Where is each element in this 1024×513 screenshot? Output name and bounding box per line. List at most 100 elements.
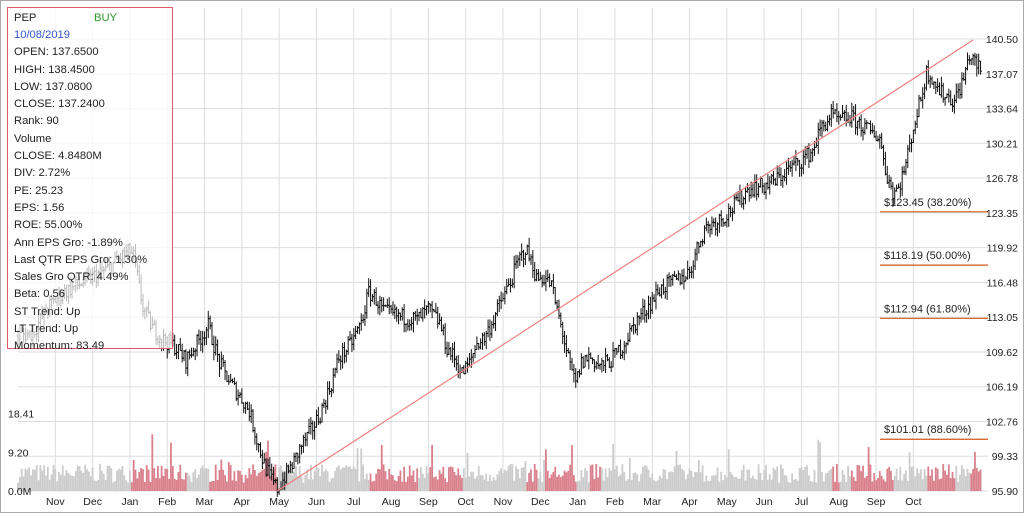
volume-bar: [798, 468, 801, 491]
volume-bar: [352, 466, 355, 491]
volume-bar: [531, 481, 534, 491]
volume-bar: [233, 471, 236, 491]
volume-bar: [918, 472, 920, 491]
volume-bar: [470, 471, 473, 491]
volume-bar: [364, 478, 366, 491]
price-axis: 140.50 137.07 133.64 130.21 126.78 123.35 119.…: [986, 34, 1018, 498]
volume-bar: [638, 481, 641, 491]
volume-bar: [453, 471, 456, 491]
volume-bar: [386, 479, 389, 491]
volume-bar: [561, 475, 564, 491]
trendline-layer: [276, 39, 974, 492]
volume-bar: [739, 478, 741, 491]
volume-bar: [697, 459, 700, 491]
volume-bar: [117, 468, 120, 491]
volume-bar: [688, 468, 691, 491]
time-tick-label: Aug: [382, 496, 401, 508]
volume-bar: [742, 464, 745, 491]
time-tick-label: Aug: [829, 496, 848, 508]
volume-bar: [975, 467, 978, 491]
volume-bar: [309, 464, 312, 491]
quote-stat-row: ST Trend: Up: [14, 305, 81, 318]
volume-bar: [43, 465, 46, 491]
quote-stat-row: Ann EPS Gro: -1.89%: [14, 236, 123, 249]
volume-bar: [645, 465, 648, 491]
time-tick-label: Oct: [905, 496, 921, 508]
volume-bar: [651, 473, 654, 491]
volume-bar: [93, 480, 96, 491]
quote-stat-row: CLOSE: 4.8480M: [14, 150, 102, 163]
volume-bar: [936, 468, 939, 491]
ticker-symbol: PEP: [14, 12, 37, 24]
volume-bar: [847, 466, 849, 491]
volume-bars: [17, 434, 982, 491]
volume-bar: [392, 475, 394, 491]
time-tick-label: Apr: [234, 496, 251, 508]
volume-bar: [668, 472, 670, 491]
volume-bar: [472, 471, 475, 491]
volume-bar: [774, 469, 777, 491]
volume-bar: [860, 471, 863, 491]
quote-stat-row: Sales Gro QTR: 4.49%: [14, 271, 129, 284]
volume-bar: [496, 474, 499, 491]
volume-bar: [837, 482, 840, 491]
time-tick-label: Sep: [867, 496, 886, 508]
volume-bar: [666, 479, 669, 491]
volume-bar: [849, 476, 851, 491]
time-tick-label: May: [717, 496, 738, 508]
volume-bar: [966, 468, 969, 491]
volume-bar: [621, 463, 624, 491]
volume-bar: [84, 464, 87, 491]
volume-bar: [957, 481, 960, 491]
volume-bar: [761, 480, 764, 491]
volume-bar: [548, 478, 551, 491]
volume-bar: [770, 479, 773, 491]
volume-bar: [615, 465, 618, 491]
volume-bar: [539, 471, 542, 491]
volume-bar: [806, 465, 808, 491]
volume-bar: [778, 482, 780, 491]
volume-bar: [229, 465, 232, 491]
volume-bar: [586, 470, 588, 491]
time-tick-label: Mar: [195, 496, 214, 508]
volume-bar: [492, 477, 495, 491]
volume-bar: [481, 475, 484, 491]
volume-bar: [449, 466, 452, 491]
volume-bar: [382, 464, 385, 491]
volume-bar: [487, 480, 489, 491]
volume-bar: [550, 474, 553, 491]
volume-bar: [365, 473, 368, 491]
volume-bar: [543, 459, 545, 491]
price-tick-label: 106.19: [986, 382, 1018, 394]
volume-bar: [345, 465, 348, 491]
volume-bar: [168, 478, 170, 491]
volume-bar: [399, 470, 402, 491]
volume-bar: [20, 468, 23, 491]
volume-bar: [28, 467, 31, 491]
volume-bar: [298, 466, 301, 491]
volume-bar: [656, 480, 659, 491]
volume-bar: [235, 481, 238, 491]
volume-bar: [696, 472, 698, 491]
volume-bar: [925, 475, 928, 491]
volume-bar: [832, 466, 835, 491]
volume-bar: [170, 442, 172, 491]
volume-bar: [802, 469, 805, 491]
quote-stats: OPEN: 137.6500 HIGH: 138.4500 LOW: 137.080…: [14, 44, 172, 355]
volume-bar: [433, 477, 435, 491]
volume-bar: [438, 470, 441, 491]
price-tick-label: 133.64: [986, 104, 1018, 116]
volume-bar: [701, 465, 704, 491]
volume-bar: [834, 481, 836, 491]
volume-bar: [494, 480, 497, 491]
volume-bar: [530, 469, 532, 491]
volume-bar: [686, 474, 689, 491]
volume-bar: [32, 469, 34, 491]
volume-bar: [198, 474, 200, 491]
volume-bar: [500, 468, 503, 491]
volume-bar: [33, 469, 36, 491]
volume-bar: [138, 471, 141, 491]
volume-bar: [71, 475, 73, 491]
volume-bar: [153, 468, 156, 491]
time-tick-label: Jul: [347, 496, 360, 508]
